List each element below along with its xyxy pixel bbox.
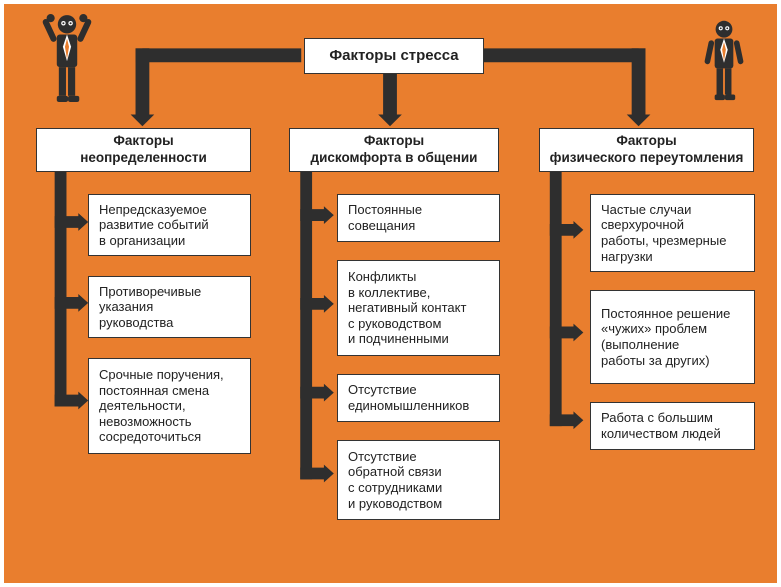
item-box: Отсутствие обратной связи с сотрудниками… [337, 440, 500, 520]
item-box: Конфликты в коллективе, негативный конта… [337, 260, 500, 356]
item-box: Частые случаи сверхурочной работы, чрезм… [590, 194, 755, 272]
item-box: Отсутствие единомышленников [337, 374, 500, 422]
item-box: Постоянное решение «чужих» проблем (выпо… [590, 290, 755, 384]
diagram-inner: Факторы стресса Факторы неопределенности Ф… [4, 4, 777, 583]
figure-stressed-icon [36, 12, 98, 104]
diagram-canvas: Факторы стресса Факторы неопределенности Ф… [0, 0, 781, 587]
category-box: Факторы физического переутомления [539, 128, 754, 172]
item-box: Срочные поручения, постоянная смена деят… [88, 358, 251, 454]
root-box: Факторы стресса [304, 38, 484, 74]
item-box: Работа с большим количеством людей [590, 402, 755, 450]
category-box: Факторы дискомфорта в общении [289, 128, 499, 172]
item-box: Непредсказуемое развитие событий в орган… [88, 194, 251, 256]
item-box: Постоянные совещания [337, 194, 500, 242]
item-box: Противоречивые указания руководства [88, 276, 251, 338]
figure-calm-icon [696, 18, 752, 102]
category-box: Факторы неопределенности [36, 128, 251, 172]
